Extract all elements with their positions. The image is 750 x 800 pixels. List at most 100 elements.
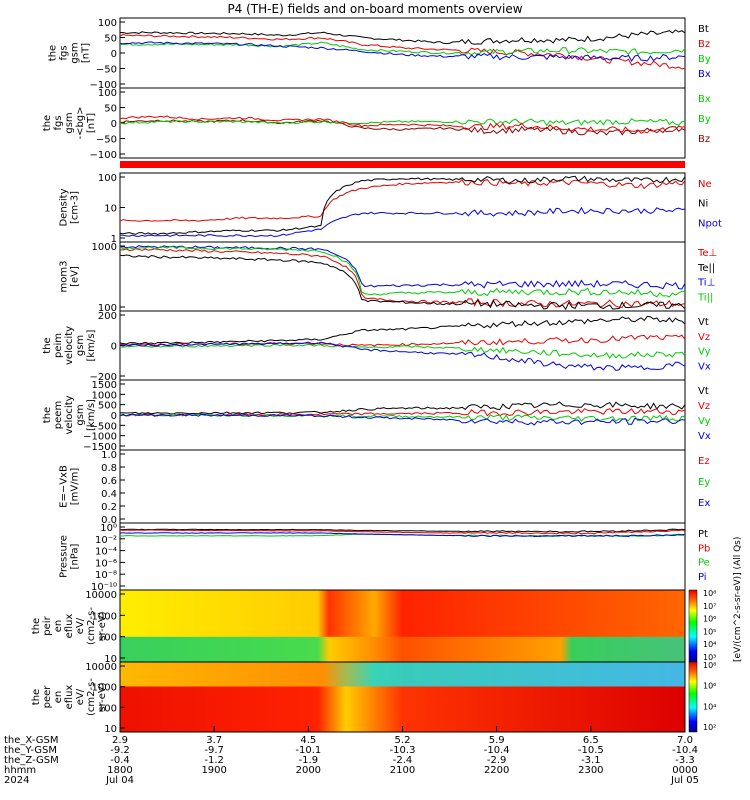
colorbar-label: [eV/(cm^2-s-sr-eV)] (All Qs)	[733, 537, 743, 662]
ytick-label: 0	[111, 342, 117, 353]
ytick-label: 0	[111, 119, 117, 130]
legend-entry: Vt	[698, 386, 709, 397]
ytick-label: 1	[111, 234, 117, 245]
ylabel-line: [nT]	[81, 43, 92, 63]
ytick-label: 1500	[92, 380, 117, 391]
ytick-label: 0	[111, 411, 117, 422]
ytick-label: 500	[98, 401, 117, 412]
xtick-label: -10.1	[295, 745, 321, 756]
series-line-Vz	[119, 334, 686, 347]
xtick-label: -1.9	[299, 755, 319, 766]
xtick-label: -9.7	[204, 745, 224, 756]
ylabel-line: gsm	[75, 335, 86, 356]
panel-peir_en_eflux: 10⁸ 10⁷ 10⁶ 10⁵ 10⁴ 10³ [eV/(cm^2-s-sr-eV)] (A…	[31, 537, 743, 665]
ylabel-line: eV/	[75, 688, 86, 705]
xaxis-row-label: the_X-GSM	[4, 735, 58, 746]
xtick-label: 2100	[390, 765, 415, 776]
xtick-label: 1800	[107, 765, 132, 776]
ylabel-line: [eV]	[70, 266, 81, 287]
ytick-label: −500	[90, 421, 117, 432]
ylabel-line: en	[53, 691, 64, 704]
ylabel-line: eV/	[75, 617, 86, 634]
panel-frame	[119, 17, 686, 89]
xaxis-row-label: hhmm	[4, 765, 36, 776]
legend-entry: Pi	[698, 572, 707, 583]
xtick-label: -10.4	[672, 745, 698, 756]
series-line-Pi	[119, 532, 686, 538]
legend-entry: Vz	[698, 332, 710, 343]
xtick-label: -10.4	[484, 745, 510, 756]
ytick-label: 0.2	[101, 502, 117, 513]
ylabel-line: Density	[59, 188, 70, 226]
series-line-By	[119, 41, 686, 56]
panel-frame	[119, 449, 686, 524]
legend-entry: Ti||	[697, 292, 713, 303]
colorbar-tick-label: 10⁸	[703, 589, 716, 598]
series-line-Bt	[119, 29, 686, 45]
legend-entry: Te||	[697, 263, 715, 274]
legend-entry: Vy	[698, 347, 711, 358]
xtick-label: -2.4	[393, 755, 413, 766]
ytick-label: −1000	[83, 432, 117, 443]
ylabel-line: the	[31, 618, 42, 634]
page-title: P4 (TH-E) fields and on-board moments ov…	[227, 2, 522, 16]
ytick-label: −50	[96, 65, 117, 76]
series-line-Ti||	[119, 245, 686, 298]
legend-entry: Bz	[698, 39, 710, 50]
ytick-label: −1500	[83, 442, 117, 453]
legend-entry: Vy	[698, 416, 711, 427]
legend-entry: Ti⊥	[697, 278, 715, 289]
ylabel-line: velocity	[64, 395, 75, 434]
series-line-Pb	[119, 529, 686, 535]
xtick-label: -3.3	[675, 755, 695, 766]
ylabel-line: the	[31, 689, 42, 705]
ylabel-line: [nT]	[86, 113, 97, 133]
ytick-label: 10⁻²	[95, 535, 117, 546]
legend-entry: Vx	[698, 361, 711, 372]
xaxis-row-label: the_Z-GSM	[4, 755, 59, 766]
legend-entry: Bt	[698, 24, 709, 35]
panel-e_field: 1.0 0.8 0.6 0.4 0.2 0.0 E=−VxB [mV/m] Ez Ey Ex	[59, 449, 710, 526]
ylabel-line: the	[42, 407, 53, 423]
ylabel-line: [nPa]	[70, 543, 81, 569]
ylabel-line: eflux	[64, 685, 75, 710]
ytick-label: 0	[111, 49, 117, 60]
ylabel-line: E=−VxB	[59, 465, 70, 508]
legend-entry: Bz	[698, 134, 710, 145]
legend-entry: By	[698, 114, 711, 125]
legend-entry: Ey	[698, 477, 710, 488]
series-line-Pt	[120, 528, 686, 533]
colorbar-tick-label: 10⁶	[703, 682, 716, 691]
ytick-label: 200	[98, 311, 117, 322]
series-line-Ti⊥	[119, 245, 686, 290]
ylabel-line: fgs	[59, 45, 70, 60]
legend-entry: Bx	[698, 69, 711, 80]
legend-entry: Ni	[698, 199, 708, 210]
ytick-label: 50	[104, 104, 117, 115]
ytick-label: 0.4	[101, 489, 117, 500]
ylabel-line: gsm	[64, 112, 75, 133]
xtick-label: -0.4	[110, 755, 130, 766]
legend-entry: By	[698, 54, 711, 65]
xtick-label: 5.9	[489, 735, 505, 746]
series-line-Ne	[119, 178, 686, 222]
panel-peer_en_eflux: 10⁸ 10⁶ 10⁴ 10² 10000 1000 100 10 the peer en eflux…	[31, 661, 716, 735]
ylabel-line: mom3	[59, 261, 70, 293]
ytick-label: 100	[98, 633, 117, 644]
xtick-label: -9.2	[110, 745, 130, 756]
colorbar-tick-label: 10³	[703, 653, 716, 662]
xtick-label: -10.3	[390, 745, 416, 756]
series-line-Bz	[119, 33, 686, 70]
ytick-label: 10000	[85, 662, 117, 673]
series-line-By	[119, 118, 686, 127]
series-line-Vx	[119, 341, 686, 372]
colorbar-tick-label: 10⁷	[703, 602, 716, 611]
ylabel-line: peer	[42, 685, 53, 709]
ytick-label: 100	[98, 703, 117, 714]
series-line-Te||	[119, 254, 686, 311]
xaxis-row-label: 2024	[4, 775, 29, 786]
series-line-Bz	[119, 115, 686, 134]
colorbar-tick-label: 10⁵	[703, 627, 716, 636]
